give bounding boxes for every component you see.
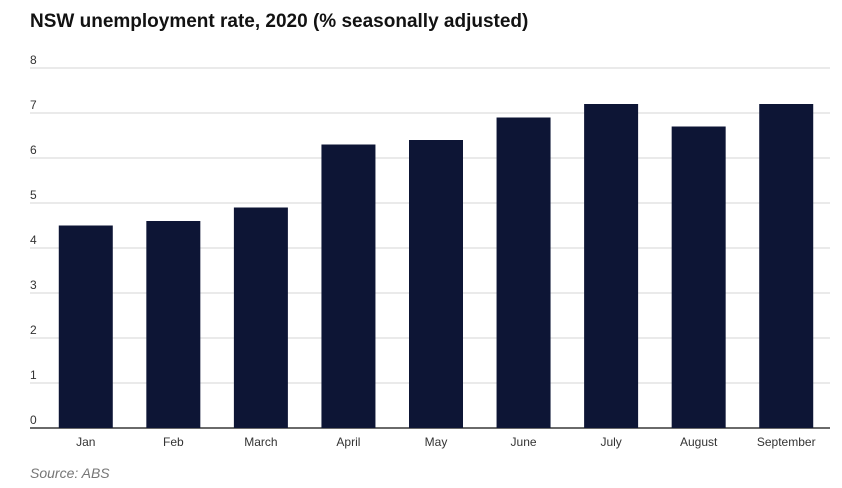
x-tick-label: May [425,435,448,449]
x-tick-label: August [680,435,718,449]
x-tick-label: July [600,435,621,449]
bar [409,140,463,428]
y-tick-label: 3 [30,278,37,292]
x-tick-label: Jan [76,435,95,449]
bar [584,104,639,428]
bar [58,225,113,428]
bar [759,104,814,428]
y-tick-label: 0 [30,413,37,427]
y-tick-label: 4 [30,233,37,247]
y-tick-label: 6 [30,143,37,157]
x-tick-label: April [336,435,360,449]
x-tick-label: March [244,435,277,449]
bar [496,117,551,428]
x-tick-label: September [757,435,816,449]
chart-title: NSW unemployment rate, 2020 (% seasonall… [30,11,529,32]
x-tick-label: June [511,435,537,449]
x-tick-label: Feb [163,435,184,449]
y-tick-label: 8 [30,53,37,67]
source-note: Source: ABS [30,465,110,481]
bar [671,126,726,428]
bars [58,104,814,428]
bar [321,144,376,428]
bar [146,221,201,428]
y-tick-label: 7 [30,98,37,112]
bar [233,207,288,428]
x-axis-ticks: Jan Feb March April May June July August Septemb… [76,435,815,449]
y-tick-label: 5 [30,188,37,202]
y-tick-label: 1 [30,368,37,382]
y-tick-label: 2 [30,323,37,337]
y-axis-ticks: 0 1 2 3 4 5 6 7 8 [30,53,37,427]
